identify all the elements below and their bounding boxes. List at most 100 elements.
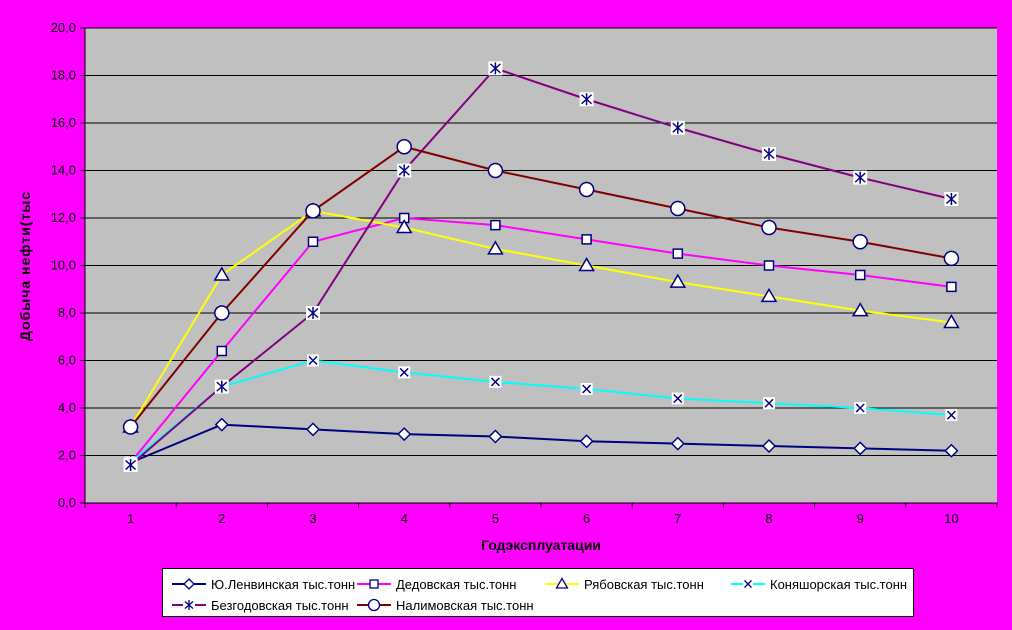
triangle-legend-key-icon [545,577,579,589]
square-legend-key-icon [357,579,391,589]
y-tick-label: 8,0 [58,305,76,320]
circle-marker-icon [578,181,595,198]
square-marker-icon [946,281,957,293]
legend-item-label: Коняшорская тыс.тонн [770,576,908,592]
triangle-marker-icon [943,314,960,329]
x-tick-label: 1 [127,511,134,526]
y-tick-label: 14,0 [51,163,76,178]
star-marker-icon [854,172,866,183]
legend-item: Коняшорская тыс.тонн [730,575,907,593]
circle-marker-icon [670,200,686,217]
square-marker-icon [763,260,775,271]
x-marker-icon [673,393,683,404]
diamond-legend-key-icon [172,578,206,590]
legend-item-label: Ю.Ленвинская тыс.тонн [211,576,356,592]
triangle-marker-icon [578,257,595,272]
star-marker-icon [216,381,228,392]
y-tick-label: 12,0 [51,210,76,225]
y-tick-label: 6,0 [58,353,76,368]
diamond-marker-icon [214,417,229,432]
diamond-marker-icon [305,422,321,437]
legend-item: Ю.Ленвинская тыс.тонн [171,575,355,593]
y-tick-label: 0,0 [58,495,76,510]
star-marker-icon [125,459,137,471]
legend-item-label: Дедовская тыс.тонн [396,576,517,592]
square-marker-icon [216,345,228,357]
y-axis-title: Добыча нефти(тыс [17,190,33,342]
circle-marker-icon [122,419,139,435]
series-line [129,359,952,464]
y-tick-label: 4,0 [58,400,76,415]
diamond-marker-icon [853,441,868,456]
series-line [129,216,952,464]
x-axis-title: Годэксплуатации [481,537,601,553]
y-tick-label: 2,0 [58,448,76,463]
triangle-marker-icon [487,240,504,255]
star-legend-key-icon [172,599,206,611]
diamond-marker-icon [761,438,777,454]
x-tick-label: 6 [583,511,590,526]
square-marker-icon [854,269,866,281]
diamond-marker-icon [670,436,685,451]
diamond-marker-icon [579,434,594,449]
x-marker-icon [490,377,500,387]
x-marker-icon [308,355,318,366]
x-marker-icon [582,384,592,394]
circle-legend-key-icon [357,598,391,612]
x-tick-label: 2 [218,511,225,526]
x-tick-label: 8 [765,511,772,526]
legend-item: Налимовская тыс.тонн [356,596,534,614]
series-line [129,145,952,428]
legend-item-label: Безгодовская тыс.тонн [211,597,349,613]
triangle-marker-icon [213,266,231,281]
x-tick-label: 10 [944,511,958,526]
y-tick-label: 18,0 [51,68,76,83]
x-tick-label: 3 [309,511,316,526]
diamond-marker-icon [397,427,412,442]
legend-item: Безгодовская тыс.тонн [171,596,349,614]
legend-item-label: Рябовская тыс.тонн [584,576,704,592]
series-line [129,67,952,466]
x-tick-label: 4 [401,511,408,526]
circle-marker-icon [943,250,960,267]
star-marker-icon [672,122,684,133]
triangle-marker-icon [851,302,869,317]
star-marker-icon [307,307,319,319]
star-marker-icon [945,193,957,205]
x-tick-label: 5 [492,511,499,526]
x-marker-icon [764,398,774,408]
x-legend-key-icon [731,579,765,589]
square-marker-icon [490,219,501,231]
y-tick-label: 20,0 [51,20,76,35]
x-tick-label: 7 [674,511,681,526]
triangle-marker-icon [395,219,413,234]
triangle-marker-icon [669,273,687,288]
legend: Ю.Ленвинская тыс.тонн Дедовская тыс.тонн Р… [162,568,914,617]
square-marker-icon [581,234,592,245]
triangle-marker-icon [760,287,778,303]
square-marker-icon [307,236,319,247]
legend-item: Дедовская тыс.тонн [356,575,517,593]
x-tick-label: 9 [857,511,864,526]
star-marker-icon [581,94,593,105]
diamond-marker-icon [488,429,503,444]
circle-marker-icon [761,219,777,236]
circle-marker-icon [214,305,230,321]
circle-marker-icon [305,203,321,219]
circle-marker-icon [396,139,412,155]
star-marker-icon [398,165,410,176]
square-marker-icon [672,248,684,259]
y-tick-label: 16,0 [51,115,76,130]
star-marker-icon [489,63,501,74]
legend-item: Рябовская тыс.тонн [544,575,704,593]
circle-marker-icon [487,162,504,179]
circle-marker-icon [852,234,868,250]
y-tick-label: 10,0 [51,258,76,273]
series-line [129,209,952,428]
diamond-marker-icon [944,443,959,458]
series-line [130,423,952,464]
x-marker-icon [855,403,865,413]
x-marker-icon [399,367,409,377]
